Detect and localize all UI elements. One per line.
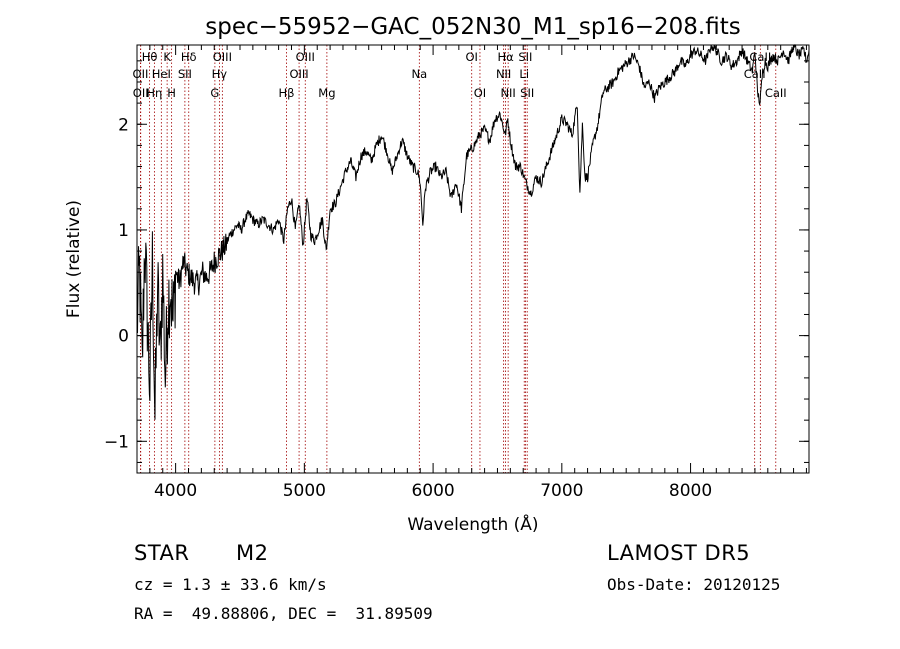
- x-tick-label: 8000: [669, 481, 712, 501]
- y-tick-label: −1: [104, 432, 129, 452]
- axes: [136, 44, 810, 474]
- marker-label: Hδ: [181, 50, 197, 64]
- plot-frame: [136, 44, 810, 474]
- obs-date-label: Obs-Date: 20120125: [607, 575, 781, 594]
- marker-label: OI: [474, 86, 486, 100]
- chart-text: Hθ K Hδ OIII OIII OI Hα SII CaII OII HeI SII Hγ OIII N…: [64, 14, 787, 535]
- marker-label: CaII: [765, 86, 787, 100]
- marker-label: OII: [133, 67, 149, 81]
- chart-title: spec−55952−GAC_052N30_M1_sp16−208.fits: [205, 14, 740, 40]
- marker-label: K: [163, 50, 171, 64]
- marker-label: CaII: [744, 67, 766, 81]
- y-axis-label: Flux (relative): [64, 200, 84, 318]
- x-tick-label: 5000: [283, 481, 326, 501]
- marker-label: NII: [500, 86, 515, 100]
- marker-label: G: [210, 86, 219, 100]
- marker-label: SII: [520, 86, 534, 100]
- marker-label: H: [167, 86, 176, 100]
- spectrum-line: [136, 43, 810, 420]
- emission-line-markers: [140, 45, 777, 473]
- marker-label: OIII: [213, 50, 232, 64]
- x-tick-label: 7000: [540, 481, 583, 501]
- marker-label: OI: [465, 50, 477, 64]
- marker-label: Hθ: [142, 50, 158, 64]
- marker-label: Li: [519, 67, 529, 81]
- survey-label: LAMOST DR5: [607, 541, 751, 565]
- marker-label: Hη: [146, 86, 162, 100]
- marker-label: OII: [133, 86, 149, 100]
- marker-label: Hγ: [212, 67, 228, 81]
- marker-label: CaII: [749, 50, 771, 64]
- spectral-subclass: M2: [236, 541, 269, 565]
- x-tick-label: 6000: [411, 481, 454, 501]
- marker-label: Hβ: [278, 86, 294, 100]
- x-axis-label: Wavelength (Å): [407, 513, 538, 535]
- marker-label: NII: [496, 67, 511, 81]
- y-tick-label: 0: [118, 327, 129, 347]
- redshift-label: cz = 1.3 ± 33.6 km/s: [134, 575, 327, 594]
- spectrum-series: [136, 43, 810, 420]
- coordinates-label: RA = 49.88806, DEC = 31.89509: [134, 604, 433, 623]
- y-tick-label: 1: [118, 221, 129, 241]
- object-class: STAR: [134, 541, 190, 565]
- marker-label: OIII: [296, 50, 315, 64]
- y-tick-label: 2: [118, 115, 129, 135]
- marker-label: SII: [518, 50, 532, 64]
- marker-label: OIII: [289, 67, 308, 81]
- marker-label: SII: [178, 67, 192, 81]
- marker-label: Mg: [318, 86, 335, 100]
- marker-label: HeI: [152, 67, 171, 81]
- x-tick-label: 4000: [154, 481, 197, 501]
- marker-label: Hα: [497, 50, 514, 64]
- marker-label: Na: [411, 67, 427, 81]
